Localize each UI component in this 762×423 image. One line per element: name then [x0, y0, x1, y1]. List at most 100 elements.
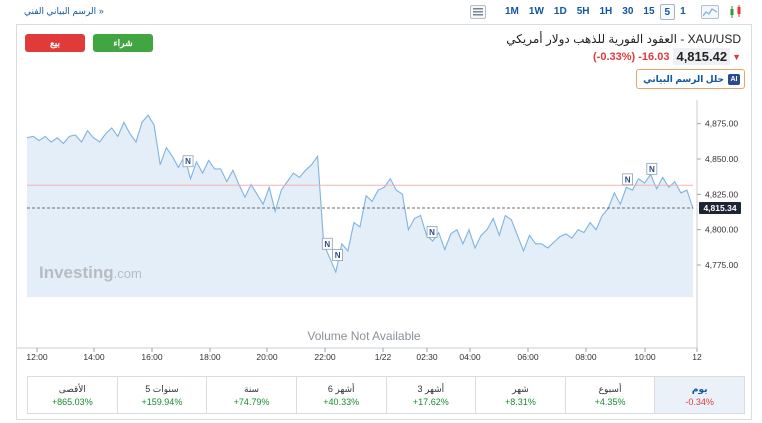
y-tick-label: 4,875.00 — [705, 119, 738, 129]
performance-cell[interactable]: 3 أشهر +17.62% — [385, 377, 476, 413]
performance-period: الأقصى — [58, 383, 86, 394]
performance-cell[interactable]: 5 سنوات +159.94% — [116, 377, 207, 413]
y-tick-label: 4,825.00 — [705, 189, 738, 199]
timeframe-1m[interactable]: 1M — [505, 6, 519, 17]
price-change-pct: (-0.33%) — [593, 50, 636, 63]
performance-value: +17.62% — [412, 396, 449, 407]
performance-cell[interactable]: يوم -0.34% — [654, 377, 744, 413]
performance-strip: الأقصى +865.03% 5 سنوات +159.94% سنة +74.79% 6… — [27, 376, 745, 414]
news-marker-box — [646, 162, 658, 175]
svg-text:Investing.com: Investing.com — [39, 263, 142, 282]
news-marker-box — [332, 249, 343, 261]
performance-period: يوم — [691, 383, 708, 394]
price-change-abs: -16.03 — [638, 50, 670, 63]
performance-period: شهر — [512, 383, 529, 394]
price-change: (-0.33%) -16.03 — [593, 51, 669, 63]
current-price-tag: 4,815.34 — [699, 201, 741, 214]
news-marker-label: N — [429, 228, 435, 237]
news-marker-icon[interactable]: N — [332, 249, 343, 261]
chart-card: بيع شراء XAU/USD - العقود الفورية للذهب … — [16, 24, 752, 420]
performance-cell[interactable]: سنة +74.79% — [206, 377, 296, 413]
y-tick-label: 4,800.00 — [705, 225, 738, 235]
timeframe-15[interactable]: 15 — [643, 6, 655, 17]
technical-chart-link[interactable]: الرسم البياني الفني » — [24, 6, 104, 16]
buy-button[interactable]: شراء — [93, 34, 153, 52]
timeframe-1[interactable]: 1 — [680, 6, 686, 17]
y-tick-label: 4,775.00 — [705, 260, 738, 270]
news-marker-label: N — [625, 175, 631, 184]
watermark-brand: Investing — [39, 263, 114, 282]
instrument-title: XAU/USD - العقود الفورية للذهب دولار أمر… — [506, 32, 741, 46]
x-tick-label: 18:00 — [199, 352, 221, 362]
news-marker-icon[interactable]: N — [646, 162, 658, 175]
down-arrow-icon: ▼ — [732, 51, 741, 62]
performance-cell[interactable]: 6 أشهر +40.33% — [295, 377, 386, 413]
performance-cell[interactable]: شهر +8.31% — [475, 377, 565, 413]
performance-value: -0.34% — [685, 396, 714, 407]
x-tick-label: 12 — [692, 352, 702, 362]
last-price: 4,815.42 — [673, 48, 731, 65]
performance-period: سنة — [244, 383, 260, 394]
x-tick-label: 20:00 — [256, 352, 278, 362]
area-chart-type-icon[interactable] — [700, 5, 719, 19]
performance-value: +8.31% — [505, 396, 536, 407]
price-row: (-0.33%) -16.03 4,815.42 ▼ — [593, 48, 741, 65]
y-axis: 4,875.00 4,850.00 4,825.00 4,800.00 4,775.00 — [696, 100, 738, 348]
top-toolbar: الرسم البياني الفني » 1M 1W 1D 5H 1H 30 … — [0, 0, 762, 24]
news-marker-box — [622, 173, 634, 186]
investing-watermark: Investing.com — [39, 263, 142, 282]
performance-period: 5 سنوات — [145, 383, 179, 394]
x-tick-label: 02:30 — [416, 352, 438, 362]
news-marker-icon[interactable]: N — [622, 173, 634, 186]
news-marker-icon[interactable]: N — [182, 155, 194, 168]
performance-period: أسبوع — [598, 383, 622, 394]
timeframe-1w[interactable]: 1W — [528, 6, 544, 17]
candles-table-icon[interactable] — [470, 5, 486, 19]
timeframe-5[interactable]: 5 — [659, 4, 676, 20]
x-tick-label: 14:00 — [83, 352, 105, 362]
timeframe-5h[interactable]: 5H — [576, 6, 590, 17]
timeframe-group: 1M 1W 1D 5H 1H 30 15 5 1 — [470, 3, 743, 21]
x-tick-label: 08:00 — [575, 352, 597, 362]
news-marker-box — [426, 226, 438, 238]
news-marker-icon[interactable]: N — [321, 237, 333, 250]
news-marker-label: N — [324, 240, 330, 249]
news-marker-label: N — [335, 251, 341, 260]
news-marker-icon[interactable]: N — [426, 226, 438, 238]
performance-value: +40.33% — [323, 396, 360, 407]
news-marker-box — [321, 237, 333, 250]
performance-value: +159.94% — [141, 396, 183, 407]
x-axis: 12:00 14:00 16:00 18:00 20:00 22:00 1/22 02:30 0… — [17, 347, 702, 362]
timeframe-1d[interactable]: 1D — [553, 6, 567, 17]
watermark-suffix: .com — [114, 266, 142, 281]
performance-value: +4.35% — [594, 396, 626, 407]
performance-cell[interactable]: الأقصى +865.03% — [28, 377, 117, 413]
volume-not-available: Volume Not Available — [307, 329, 421, 343]
analyze-chart-button[interactable]: AI حلل الرسم البياني — [636, 69, 745, 89]
candlestick-chart-type-icon[interactable] — [729, 4, 743, 20]
performance-value: +74.79% — [233, 396, 270, 407]
x-tick-label: 10:00 — [634, 352, 656, 362]
timeframe-1h[interactable]: 1H — [599, 6, 613, 17]
analyze-chart-label: حلل الرسم البياني — [643, 73, 724, 84]
x-tick-label: 12:00 — [26, 352, 48, 362]
price-area-fill — [27, 115, 693, 297]
x-tick-label: 06:00 — [517, 352, 539, 362]
y-tick-label: 4,850.00 — [705, 154, 738, 164]
current-price-tag-bg — [699, 201, 741, 214]
performance-cell[interactable]: أسبوع +4.35% — [564, 377, 655, 413]
current-price-tag-label: 4,815.34 — [703, 203, 736, 213]
sell-button[interactable]: بيع — [25, 34, 85, 52]
x-tick-label: 22:00 — [314, 352, 336, 362]
price-line — [26, 114, 694, 274]
news-marker-label: N — [649, 165, 655, 174]
x-tick-label: 1/22 — [375, 352, 392, 362]
x-tick-label: 04:00 — [459, 352, 481, 362]
performance-value: +865.03% — [51, 396, 93, 407]
news-marker-box — [182, 155, 194, 168]
timeframe-30[interactable]: 30 — [622, 6, 634, 17]
x-tick-label: 16:00 — [141, 352, 163, 362]
news-marker-label: N — [185, 157, 191, 166]
